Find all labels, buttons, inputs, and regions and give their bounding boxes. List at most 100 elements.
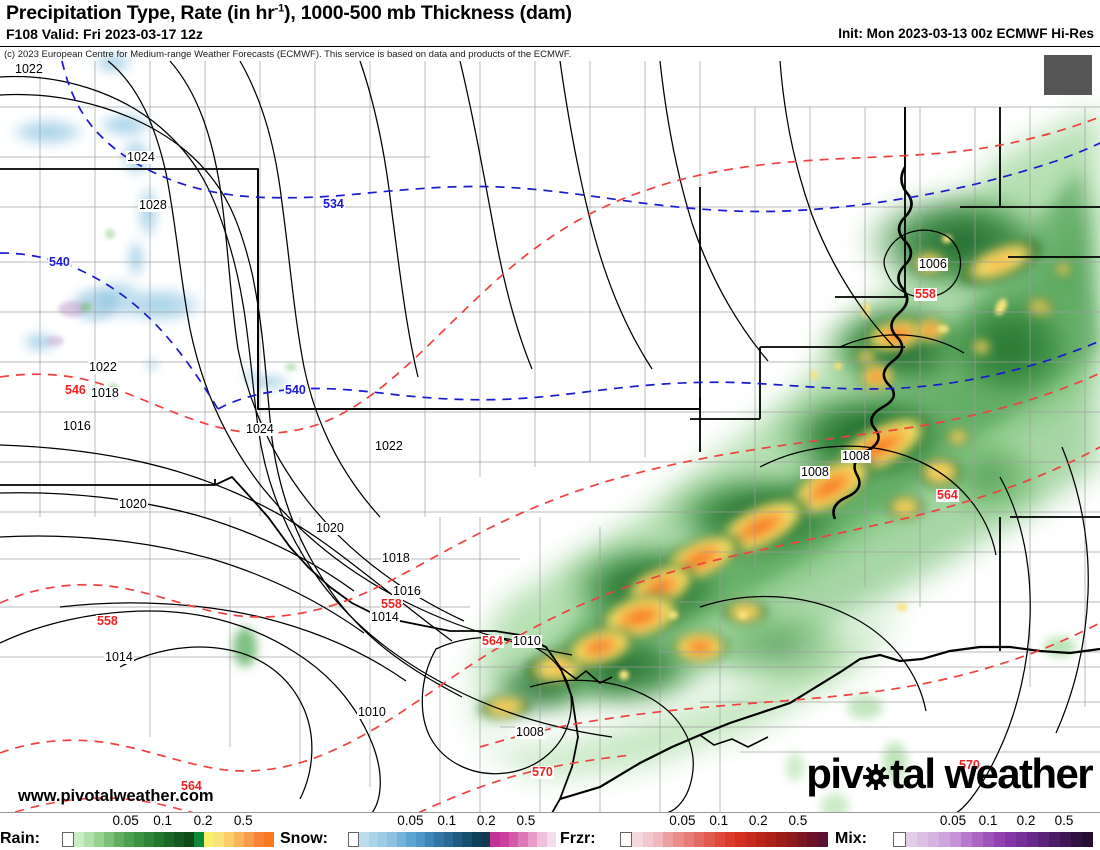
contour-label: 546 xyxy=(64,383,87,397)
legend-swatch xyxy=(663,832,674,847)
contour-label: 534 xyxy=(322,197,345,211)
legend-swatch xyxy=(735,832,746,847)
contour-label: 1022 xyxy=(88,360,118,374)
legend-group-frzr[interactable]: Frzr: 0.05 0.1 0.2 0.5 xyxy=(560,813,828,850)
precip-legend[interactable]: Rain: 0.05 0.1 0.2 0.5 Snow: 0.05 0.1 0.2 0.5 Frzr… xyxy=(0,812,1100,850)
legend-swatch xyxy=(642,832,653,847)
legend-swatch xyxy=(204,832,214,847)
legend-swatch xyxy=(174,832,184,847)
contour-label: 564 xyxy=(936,488,959,502)
legend-swatch xyxy=(424,832,435,847)
county-borders xyxy=(0,61,1100,812)
gear-icon xyxy=(863,764,890,790)
mslp-isobars xyxy=(0,60,1089,812)
legend-tick: 0.5 xyxy=(516,813,536,828)
contour-label: 1018 xyxy=(90,386,120,400)
legend-swatch xyxy=(254,832,264,847)
contour-label: 1020 xyxy=(315,521,345,535)
brand-text-left: piv xyxy=(806,750,863,797)
legend-tick: 0.5 xyxy=(1054,813,1074,828)
contour-label: 1024 xyxy=(245,422,275,436)
legend-group-rain[interactable]: Rain: 0.05 0.1 0.2 0.5 xyxy=(0,813,274,850)
legend-swatch xyxy=(694,832,705,847)
legend-swatch xyxy=(546,832,556,847)
legend-swatch xyxy=(481,832,491,847)
brand-text-right: tal weather xyxy=(890,750,1093,797)
legend-swatch xyxy=(134,832,144,847)
legend-swatch xyxy=(490,832,500,847)
contour-label: 1018 xyxy=(381,551,411,565)
legend-swatch xyxy=(144,832,154,847)
legend-swatch xyxy=(415,832,425,847)
legend-swatch xyxy=(452,832,463,847)
contour-label: 564 xyxy=(481,634,504,648)
legend-swatch xyxy=(745,832,756,847)
contour-label: 1024 xyxy=(126,150,156,164)
legend-swatch xyxy=(994,832,1005,847)
legend-colorbar-rain[interactable] xyxy=(62,832,274,847)
legend-swatch xyxy=(1060,832,1071,847)
legend-swatch xyxy=(893,832,906,847)
legend-group-snow[interactable]: Snow: 0.05 0.1 0.2 0.5 xyxy=(280,813,556,850)
legend-tick: 0.5 xyxy=(233,813,253,828)
state-borders xyxy=(0,107,1100,812)
contour-label: 1010 xyxy=(512,634,542,648)
legend-swatch xyxy=(652,832,664,847)
legend-tick: 0.1 xyxy=(709,813,729,828)
contour-label: 1022 xyxy=(14,62,44,76)
legend-swatch xyxy=(714,832,725,847)
legend-swatch xyxy=(462,832,472,847)
legend-tick: 0.2 xyxy=(476,813,496,828)
legend-swatch xyxy=(84,832,94,847)
legend-colorbar-snow[interactable] xyxy=(348,832,556,847)
legend-swatch xyxy=(950,832,961,847)
legend-swatch xyxy=(1016,832,1027,847)
legend-swatch xyxy=(499,832,510,847)
legend-swatch xyxy=(62,832,74,847)
contour-label: 1022 xyxy=(374,439,404,453)
legend-group-mix[interactable]: Mix: 0.05 0.1 0.2 0.5 xyxy=(835,813,1093,850)
legend-swatch xyxy=(939,832,950,847)
contour-label: 1006 xyxy=(918,257,948,271)
legend-ticks-snow: 0.05 0.1 0.2 0.5 xyxy=(348,813,556,830)
legend-swatch xyxy=(406,832,416,847)
legend-swatch xyxy=(194,832,204,847)
contour-label: 1008 xyxy=(841,449,871,463)
contour-label: 1016 xyxy=(62,419,92,433)
map-canvas[interactable]: (c) 2023 European Centre for Medium-rang… xyxy=(0,46,1100,812)
legend-swatch xyxy=(378,832,388,847)
legend-tick: 0.05 xyxy=(397,813,424,828)
legend-swatch xyxy=(704,832,715,847)
legend-colorbar-mix[interactable] xyxy=(893,832,1093,847)
legend-ticks-mix: 0.05 0.1 0.2 0.5 xyxy=(893,813,1093,830)
legend-swatch xyxy=(348,832,360,847)
legend-swatch xyxy=(807,832,818,847)
legend-swatch xyxy=(184,832,194,847)
legend-swatch xyxy=(917,832,928,847)
legend-swatch xyxy=(1082,832,1093,847)
legend-swatch xyxy=(1027,832,1038,847)
contour-label: 558 xyxy=(380,597,403,611)
legend-label-mix: Mix: xyxy=(835,830,867,847)
page-title: Precipitation Type, Rate (in hr-1), 1000… xyxy=(6,2,572,24)
legend-swatch xyxy=(683,832,695,847)
legend-swatch xyxy=(961,832,972,847)
legend-ticks-rain: 0.05 0.1 0.2 0.5 xyxy=(62,813,274,830)
legend-colorbar-frzr[interactable] xyxy=(620,832,828,847)
legend-swatch xyxy=(234,832,244,847)
legend-tick: 0.1 xyxy=(153,813,173,828)
legend-tick: 0.2 xyxy=(193,813,213,828)
copyright-notice: (c) 2023 European Centre for Medium-rang… xyxy=(4,49,572,60)
legend-tick: 0.1 xyxy=(978,813,998,828)
legend-swatch xyxy=(124,832,134,847)
legend-swatch xyxy=(164,832,174,847)
contour-label: 1010 xyxy=(357,705,387,719)
legend-swatch xyxy=(1005,832,1016,847)
thickness-cold-contours xyxy=(0,60,1100,410)
legend-swatch xyxy=(264,832,274,847)
legend-tick: 0.05 xyxy=(939,813,967,828)
legend-swatch xyxy=(983,832,994,847)
legend-tick: 0.1 xyxy=(437,813,457,828)
legend-swatch xyxy=(359,832,369,847)
legend-swatch xyxy=(1038,832,1049,847)
